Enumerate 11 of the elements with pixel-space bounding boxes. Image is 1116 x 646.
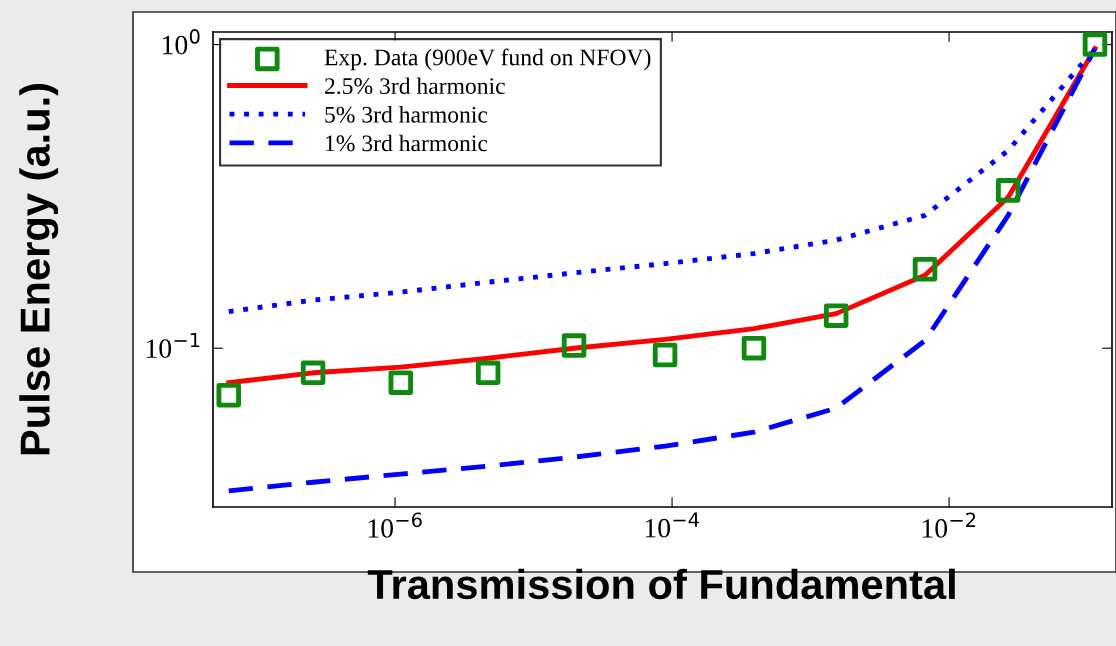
legend-label: 5% 3rd harmonic bbox=[325, 106, 488, 123]
x-axis-title: Transmission of Fundamental bbox=[367, 568, 955, 600]
y-tick-label: 10$^{−1}$ bbox=[146, 332, 200, 358]
legend-label: Exp. Data (900eV fund on NFOV) bbox=[324, 48, 651, 71]
y-axis-title: Pulse Energy (a.u.) bbox=[19, 84, 59, 455]
legend-label: 2.5% 3rd harmonic bbox=[325, 77, 505, 95]
legend-label: 1% 3rd harmonic bbox=[326, 134, 488, 152]
y-tick-label: 10$^{0}$ bbox=[162, 29, 200, 55]
x-tick-label: 10$^{−2}$ bbox=[922, 512, 976, 538]
x-tick-label: 10$^{−4}$ bbox=[645, 512, 699, 538]
x-tick-label: 10$^{−6}$ bbox=[368, 512, 422, 538]
